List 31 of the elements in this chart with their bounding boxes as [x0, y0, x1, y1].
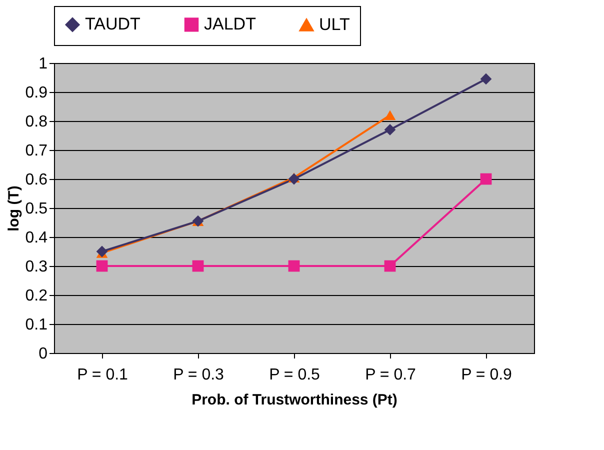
y-tick-label: 0	[38, 346, 48, 362]
point	[192, 260, 204, 272]
x-tick-label: P = 0.7	[365, 366, 416, 384]
point	[480, 173, 492, 185]
x-tick-label: P = 0.9	[461, 366, 512, 384]
x-axis-title: Prob. of Trustworthiness (Pt)	[192, 392, 398, 408]
point	[96, 260, 108, 272]
legend-label: TAUDT	[85, 14, 140, 34]
y-tick-label: 0.3	[25, 258, 48, 276]
y-tick-label: 0.6	[25, 172, 48, 188]
y-tick-label: 0.1	[25, 316, 48, 334]
x-tick-label: P = 0.5	[269, 366, 320, 384]
y-tick-label: 0.4	[25, 230, 48, 246]
y-tick-label: 0.7	[25, 142, 48, 160]
y-tick-label: 0.9	[25, 84, 48, 102]
point	[480, 73, 492, 85]
y-tick-label: 0.8	[25, 114, 48, 130]
y-tick-label: 1	[38, 56, 48, 72]
point	[288, 173, 300, 185]
point	[384, 260, 396, 272]
point	[96, 246, 108, 258]
y-axis-title: log (T)	[5, 186, 22, 232]
y-tick-label: 0.2	[25, 288, 48, 304]
x-tick-label: P = 0.3	[173, 366, 224, 384]
point	[384, 124, 396, 136]
legend-label: JALDT	[204, 14, 256, 34]
legend-label: ULT	[319, 15, 350, 34]
y-tick-label: 0.5	[25, 200, 48, 218]
x-tick-label: P = 0.1	[77, 366, 128, 384]
point	[384, 110, 396, 120]
point	[288, 260, 300, 272]
